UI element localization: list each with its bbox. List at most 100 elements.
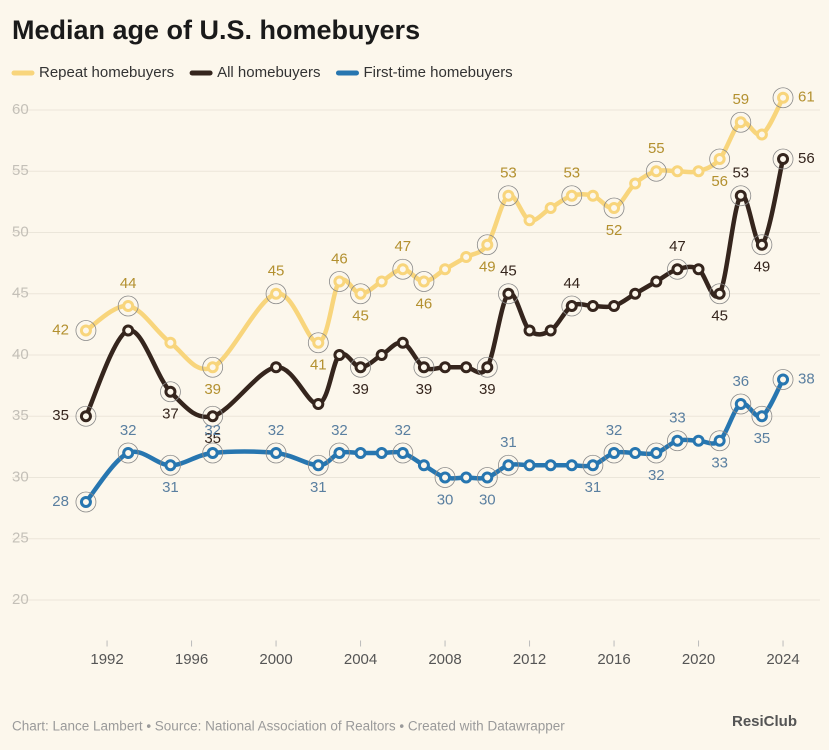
data-label: 31 (500, 434, 517, 451)
data-point (206, 447, 219, 459)
highlight-ring (350, 356, 371, 378)
data-label: 45 (352, 308, 369, 325)
y-tick-label: 55 (12, 162, 29, 179)
data-point (671, 263, 684, 276)
highlight-ring (350, 283, 371, 305)
data-label: 46 (416, 295, 433, 312)
data-point (206, 361, 219, 374)
highlight-ring (667, 258, 688, 280)
data-point (312, 398, 325, 410)
data-point (523, 324, 536, 337)
data-point (270, 361, 283, 374)
data-point (396, 263, 409, 276)
data-label: 31 (310, 479, 327, 496)
data-point (312, 336, 325, 349)
data-point (713, 153, 726, 165)
highlight-ring (772, 369, 794, 390)
x-tick-label: 1996 (175, 651, 208, 668)
data-label: 32 (204, 422, 221, 439)
x-tick-label: 2012 (513, 651, 546, 668)
highlight-ring (730, 111, 752, 133)
highlight-ring (117, 295, 139, 317)
y-tick-label: 25 (12, 530, 29, 547)
highlight-ring (202, 356, 224, 378)
data-point (629, 177, 642, 190)
data-point (544, 202, 557, 214)
highlight-ring (772, 87, 794, 109)
data-point (608, 447, 621, 459)
data-label: 49 (479, 259, 496, 276)
highlight-ring (645, 442, 667, 464)
data-point (502, 189, 515, 202)
data-point (417, 275, 430, 288)
data-point (586, 459, 599, 472)
data-point (755, 410, 768, 423)
data-point (122, 300, 135, 312)
data-point (481, 361, 494, 374)
data-point (692, 165, 705, 178)
data-point (439, 263, 452, 276)
data-point (565, 459, 578, 472)
data-label: 53 (563, 165, 580, 182)
x-tick-label: 2000 (259, 651, 292, 668)
highlight-ring (603, 442, 625, 464)
highlight-ring (476, 356, 498, 378)
data-point (79, 496, 92, 508)
data-point (312, 459, 325, 472)
data-point (565, 300, 578, 312)
highlight-ring (413, 356, 435, 378)
data-point (460, 471, 473, 484)
data-label: 30 (437, 491, 454, 508)
data-label: 44 (120, 275, 137, 292)
data-point (270, 447, 283, 459)
data-label: 39 (416, 381, 433, 398)
highlight-ring (730, 393, 752, 415)
data-point (777, 91, 790, 104)
highlight-ring (202, 405, 224, 427)
y-tick-label: 35 (12, 407, 29, 424)
x-tick-label: 2004 (344, 651, 377, 668)
data-point (460, 251, 473, 263)
watermark: ResiClub (732, 713, 797, 730)
data-point (417, 361, 430, 374)
data-point (333, 447, 346, 459)
data-label: 47 (394, 238, 411, 255)
y-tick-label: 40 (12, 346, 29, 363)
data-label: 47 (669, 238, 686, 255)
x-tick-label: 2024 (766, 651, 799, 668)
data-label: 56 (798, 150, 815, 167)
data-point (777, 373, 790, 386)
data-point (270, 287, 283, 300)
data-point (79, 324, 92, 337)
data-point (544, 324, 557, 337)
data-point (734, 116, 747, 129)
highlight-ring (329, 442, 350, 464)
legend-label: All homebuyers (217, 64, 320, 81)
data-label: 61 (798, 89, 815, 106)
legend-label: Repeat homebuyers (39, 64, 174, 81)
highlight-ring (751, 405, 773, 427)
data-label: 37 (162, 406, 179, 423)
highlight-ring (307, 454, 329, 476)
highlight-ring (434, 467, 456, 488)
x-tick-label: 2016 (597, 651, 630, 668)
data-label: 30 (479, 491, 496, 508)
data-label: 39 (204, 381, 221, 398)
y-tick-label: 20 (12, 591, 29, 608)
data-point (481, 238, 494, 251)
highlight-ring (392, 442, 414, 464)
highlight-ring (645, 160, 667, 182)
data-point (565, 189, 578, 202)
data-point (375, 275, 388, 288)
data-point (713, 434, 726, 447)
data-point (122, 447, 135, 459)
data-point (354, 361, 367, 374)
highlight-ring (202, 442, 224, 464)
data-label: 45 (500, 263, 517, 280)
highlight-ring (476, 234, 498, 256)
data-point (333, 349, 346, 361)
data-label: 35 (754, 430, 771, 447)
data-label: 56 (711, 173, 728, 190)
highlight-ring (476, 467, 498, 488)
y-tick-label: 45 (12, 285, 29, 302)
